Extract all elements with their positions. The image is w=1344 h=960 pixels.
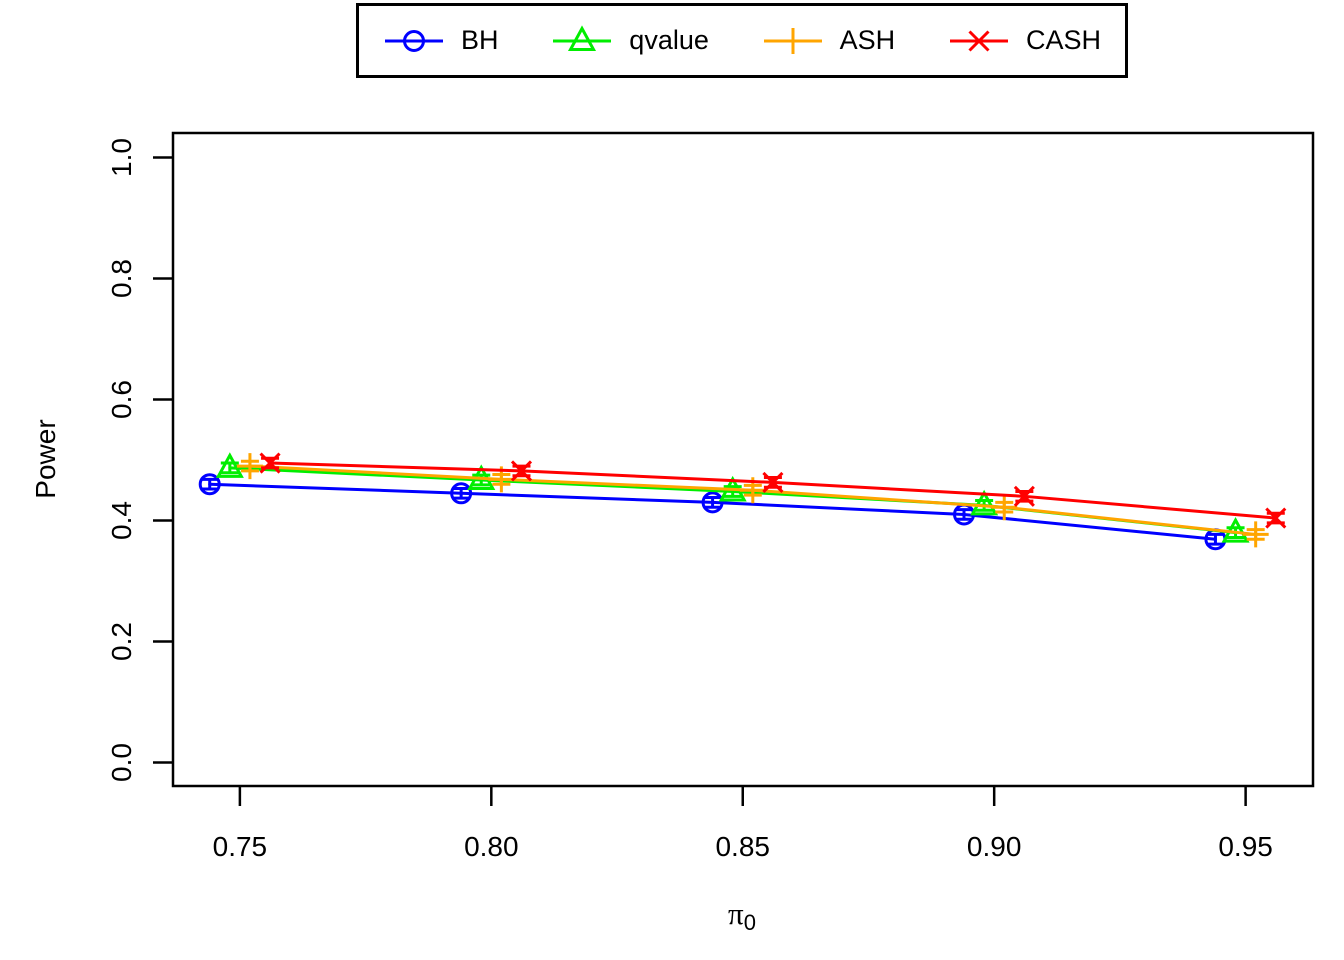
qvalue-legend-marker-icon xyxy=(568,24,597,51)
legend: BH qvalue ASH CASH xyxy=(356,3,1128,78)
ash-legend-marker-icon xyxy=(779,27,806,54)
legend-item-qvalue: qvalue xyxy=(551,23,709,59)
legend-item-cash: CASH xyxy=(948,23,1101,59)
bh-error-bars xyxy=(200,477,1225,546)
bh-marker-icon xyxy=(701,491,724,514)
qvalue-legend-sample xyxy=(553,24,612,51)
legend-label-ash: ASH xyxy=(839,25,896,55)
x-axis-title-symbol: π xyxy=(728,896,744,931)
legend-item-ash: ASH xyxy=(762,23,896,59)
cash-marker-icon xyxy=(1265,507,1287,529)
cash-marker-icon xyxy=(1013,485,1035,507)
x-tick-label: 0.75 xyxy=(213,831,268,862)
cash-marker-icon xyxy=(259,452,281,474)
ash-marker-icon xyxy=(1242,521,1269,548)
bh-marker-icon xyxy=(450,482,473,505)
cash-marker-icon xyxy=(762,471,784,493)
ash-marker-icon xyxy=(236,453,263,480)
y-tick-label: 0.0 xyxy=(106,743,137,782)
cash-legend-sample xyxy=(949,29,1008,52)
legend-label-qvalue: qvalue xyxy=(629,25,709,55)
x-tick-label: 0.95 xyxy=(1218,831,1273,862)
bh-marker-icon xyxy=(198,473,221,496)
y-tick-label: 0.8 xyxy=(106,259,137,298)
y-tick-label: 0.6 xyxy=(106,380,137,419)
qvalue-marker-icon xyxy=(970,489,999,516)
x-axis-title: π0 xyxy=(728,896,756,935)
ash-legend-sample xyxy=(763,27,822,54)
cash-marker-icon xyxy=(510,460,533,482)
y-tick-label: 0.2 xyxy=(106,622,137,661)
legend-label-bh: BH xyxy=(461,25,499,55)
legend-item-bh: BH xyxy=(383,23,499,59)
cash-markers xyxy=(259,452,1287,529)
bh-markers xyxy=(198,473,1227,551)
x-tick-label: 0.85 xyxy=(715,831,770,862)
x-tick-label: 0.90 xyxy=(967,831,1022,862)
cash-legend-marker-icon xyxy=(968,29,990,52)
y-tick-label: 0.4 xyxy=(106,501,137,540)
bh-legend-sample xyxy=(385,29,443,52)
qvalue-marker-icon xyxy=(215,452,244,478)
y-tick-label: 1.0 xyxy=(106,138,137,177)
ash-marker-icon xyxy=(991,494,1018,521)
x-axis-title-subscript: 0 xyxy=(743,910,756,935)
qvalue-error-bars xyxy=(220,461,1245,539)
y-axis-title: Power xyxy=(30,419,61,499)
legend-label-cash: CASH xyxy=(1025,25,1101,55)
bh-legend-marker-icon xyxy=(403,29,425,52)
x-tick-label: 0.80 xyxy=(464,831,519,862)
plot-box xyxy=(171,131,1315,788)
